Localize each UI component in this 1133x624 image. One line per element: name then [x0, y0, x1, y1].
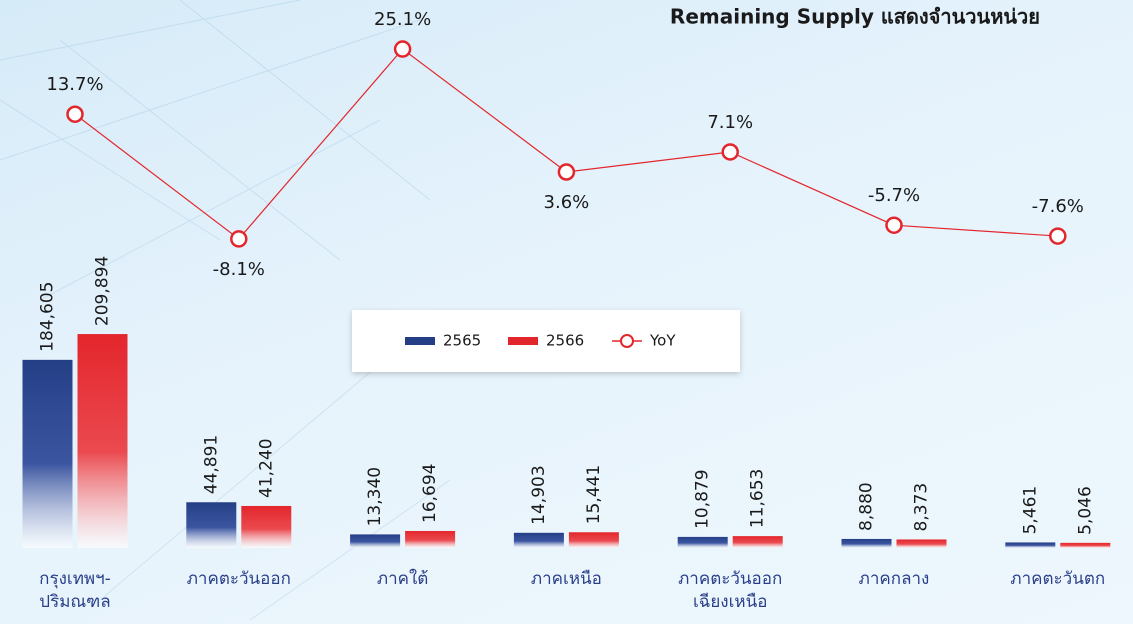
yoy-label: -8.1% — [213, 259, 265, 280]
value-label: 14,903 — [529, 465, 549, 524]
yoy-label: -7.6% — [1032, 196, 1084, 217]
value-label: 11,653 — [748, 469, 768, 528]
yoy-label: 13.7% — [46, 74, 103, 95]
legend-swatch — [405, 337, 435, 345]
background-map — [0, 0, 451, 621]
bar — [241, 505, 292, 548]
yoy-label: 3.6% — [544, 192, 590, 213]
x-tick-label: ภาคตะวันออก เฉียงเหนือ — [678, 569, 783, 612]
bar — [896, 539, 947, 548]
yoy-point — [393, 40, 412, 58]
chart-title: Remaining Supply แสดงจำนวนหน่วย — [670, 5, 1040, 29]
value-label: 10,879 — [693, 469, 713, 528]
x-tick-label: ภาคใต้ — [376, 569, 429, 589]
yoy-point — [557, 163, 576, 181]
bar — [732, 536, 783, 548]
x-tick-label: ภาคกลาง — [858, 569, 930, 589]
bar — [568, 532, 619, 548]
bar — [677, 536, 728, 548]
legend-swatch — [508, 337, 538, 345]
x-tick-label: ภาคตะวันตก — [1010, 569, 1106, 589]
x-tick-label: ภาคเหนือ — [530, 569, 602, 589]
legend: 2565 2566 YoY — [352, 310, 740, 372]
bar — [186, 502, 237, 548]
yoy-point — [721, 143, 739, 161]
yoy-label: 25.1% — [374, 9, 431, 30]
yoy-point — [1049, 227, 1067, 245]
bar — [22, 359, 73, 548]
value-label: 41,240 — [256, 438, 276, 497]
value-label: 8,880 — [857, 482, 877, 531]
value-label: 8,373 — [912, 483, 932, 532]
legend-label: 2565 — [443, 332, 481, 350]
value-label: 44,891 — [201, 435, 221, 494]
bar — [350, 534, 401, 548]
value-label: 184,605 — [38, 282, 58, 352]
yoy-point — [66, 105, 84, 123]
bar — [513, 532, 564, 548]
yoy-label: -5.7% — [868, 185, 920, 206]
legend-swatch-marker — [620, 334, 634, 348]
bar — [1060, 542, 1111, 548]
yoy-point — [230, 230, 248, 248]
bar — [405, 530, 456, 548]
value-label: 209,894 — [93, 256, 113, 326]
bar — [1005, 542, 1056, 548]
value-label: 16,694 — [420, 464, 440, 523]
yoy-label: 7.1% — [707, 112, 753, 133]
legend-label: YoY — [649, 332, 676, 350]
value-label: 5,461 — [1020, 486, 1040, 535]
value-label: 13,340 — [365, 467, 385, 526]
yoy-point — [885, 216, 903, 234]
legend-label: 2566 — [546, 332, 584, 350]
value-label: 15,441 — [584, 465, 604, 524]
bar — [77, 334, 128, 548]
bar — [841, 538, 892, 548]
x-tick-label: ภาคตะวันออก — [186, 569, 291, 589]
value-label: 5,046 — [1075, 486, 1095, 535]
x-tick-label: กรุงเทพฯ- ปริมณฑล — [39, 569, 111, 612]
